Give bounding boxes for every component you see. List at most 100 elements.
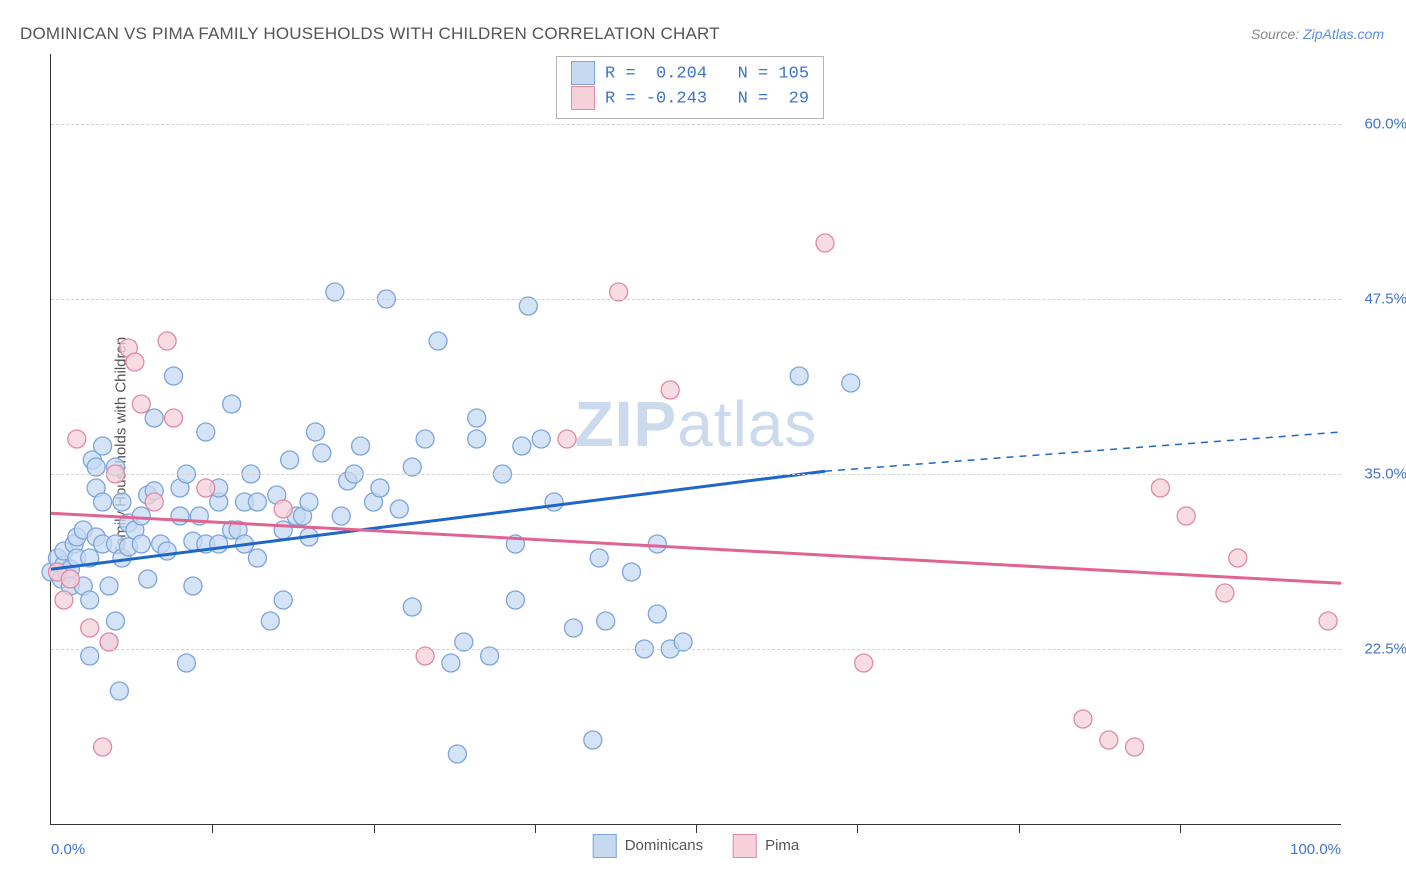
point-pima xyxy=(145,493,163,511)
point-dominicans xyxy=(590,549,608,567)
x-tick xyxy=(1180,824,1181,833)
point-pima xyxy=(855,654,873,672)
point-dominicans xyxy=(281,451,299,469)
point-pima xyxy=(558,430,576,448)
point-pima xyxy=(661,381,679,399)
point-dominicans xyxy=(442,654,460,672)
point-pima xyxy=(132,395,150,413)
point-pima xyxy=(1126,738,1144,756)
point-pima xyxy=(1177,507,1195,525)
point-pima xyxy=(1151,479,1169,497)
point-dominicans xyxy=(597,612,615,630)
point-dominicans xyxy=(158,542,176,560)
point-dominicans xyxy=(300,493,318,511)
point-dominicans xyxy=(223,395,241,413)
point-pima xyxy=(68,430,86,448)
point-pima xyxy=(1216,584,1234,602)
x-tick xyxy=(535,824,536,833)
point-pima xyxy=(158,332,176,350)
point-dominicans xyxy=(448,745,466,763)
point-pima xyxy=(1319,612,1337,630)
point-dominicans xyxy=(403,598,421,616)
point-dominicans xyxy=(623,563,641,581)
point-dominicans xyxy=(332,507,350,525)
point-dominicans xyxy=(306,423,324,441)
legend-item: Dominicans xyxy=(593,834,703,858)
point-dominicans xyxy=(261,612,279,630)
point-dominicans xyxy=(248,549,266,567)
point-dominicans xyxy=(107,612,125,630)
point-dominicans xyxy=(313,444,331,462)
source-link[interactable]: ZipAtlas.com xyxy=(1303,26,1384,42)
point-pima xyxy=(1074,710,1092,728)
plot-svg xyxy=(51,54,1341,824)
point-dominicans xyxy=(132,535,150,553)
y-tick-label: 47.5% xyxy=(1364,291,1406,308)
point-pima xyxy=(1229,549,1247,567)
legend-item: Pima xyxy=(733,834,799,858)
x-tick xyxy=(374,824,375,833)
point-dominicans xyxy=(100,577,118,595)
point-pima xyxy=(197,479,215,497)
gridline xyxy=(51,124,1341,125)
point-dominicans xyxy=(416,430,434,448)
point-dominicans xyxy=(197,423,215,441)
point-dominicans xyxy=(145,409,163,427)
point-dominicans xyxy=(564,619,582,637)
gridline xyxy=(51,474,1341,475)
point-dominicans xyxy=(468,409,486,427)
point-dominicans xyxy=(371,479,389,497)
point-dominicans xyxy=(390,500,408,518)
x-tick xyxy=(857,824,858,833)
x-tick-label: 0.0% xyxy=(51,841,85,858)
point-dominicans xyxy=(545,493,563,511)
point-pima xyxy=(94,738,112,756)
point-dominicans xyxy=(429,332,447,350)
chart-title: DOMINICAN VS PIMA FAMILY HOUSEHOLDS WITH… xyxy=(20,24,720,44)
point-pima xyxy=(126,353,144,371)
point-dominicans xyxy=(171,507,189,525)
legend-series: Dominicans Pima xyxy=(593,834,800,858)
point-pima xyxy=(55,591,73,609)
point-dominicans xyxy=(177,654,195,672)
gridline xyxy=(51,649,1341,650)
point-dominicans xyxy=(584,731,602,749)
point-pima xyxy=(61,570,79,588)
point-pima xyxy=(81,619,99,637)
x-tick xyxy=(1019,824,1020,833)
legend-correlation: R = 0.204 N = 105R = -0.243 N = 29 xyxy=(556,56,824,119)
point-dominicans xyxy=(532,430,550,448)
point-dominicans xyxy=(274,521,292,539)
point-dominicans xyxy=(139,570,157,588)
point-dominicans xyxy=(165,367,183,385)
point-dominicans xyxy=(648,535,666,553)
point-dominicans xyxy=(132,507,150,525)
point-dominicans xyxy=(210,535,228,553)
point-pima xyxy=(1100,731,1118,749)
point-dominicans xyxy=(352,437,370,455)
point-pima xyxy=(165,409,183,427)
x-tick-label: 100.0% xyxy=(1290,841,1341,858)
point-dominicans xyxy=(842,374,860,392)
point-dominicans xyxy=(94,493,112,511)
legend-row: R = -0.243 N = 29 xyxy=(571,86,809,111)
point-pima xyxy=(816,234,834,252)
source-attribution: Source: ZipAtlas.com xyxy=(1251,26,1384,42)
y-tick-label: 60.0% xyxy=(1364,116,1406,133)
x-tick xyxy=(212,824,213,833)
point-dominicans xyxy=(468,430,486,448)
scatter-plot: ZIPatlas R = 0.204 N = 105R = -0.243 N =… xyxy=(50,54,1341,825)
point-dominicans xyxy=(648,605,666,623)
point-dominicans xyxy=(81,591,99,609)
point-dominicans xyxy=(184,577,202,595)
gridline xyxy=(51,299,1341,300)
y-tick-label: 22.5% xyxy=(1364,641,1406,658)
point-dominicans xyxy=(790,367,808,385)
trendline-dominicans-dashed xyxy=(825,432,1341,471)
point-dominicans xyxy=(248,493,266,511)
point-dominicans xyxy=(506,591,524,609)
point-dominicans xyxy=(110,682,128,700)
y-tick-label: 35.0% xyxy=(1364,466,1406,483)
point-pima xyxy=(274,500,292,518)
point-dominicans xyxy=(94,437,112,455)
